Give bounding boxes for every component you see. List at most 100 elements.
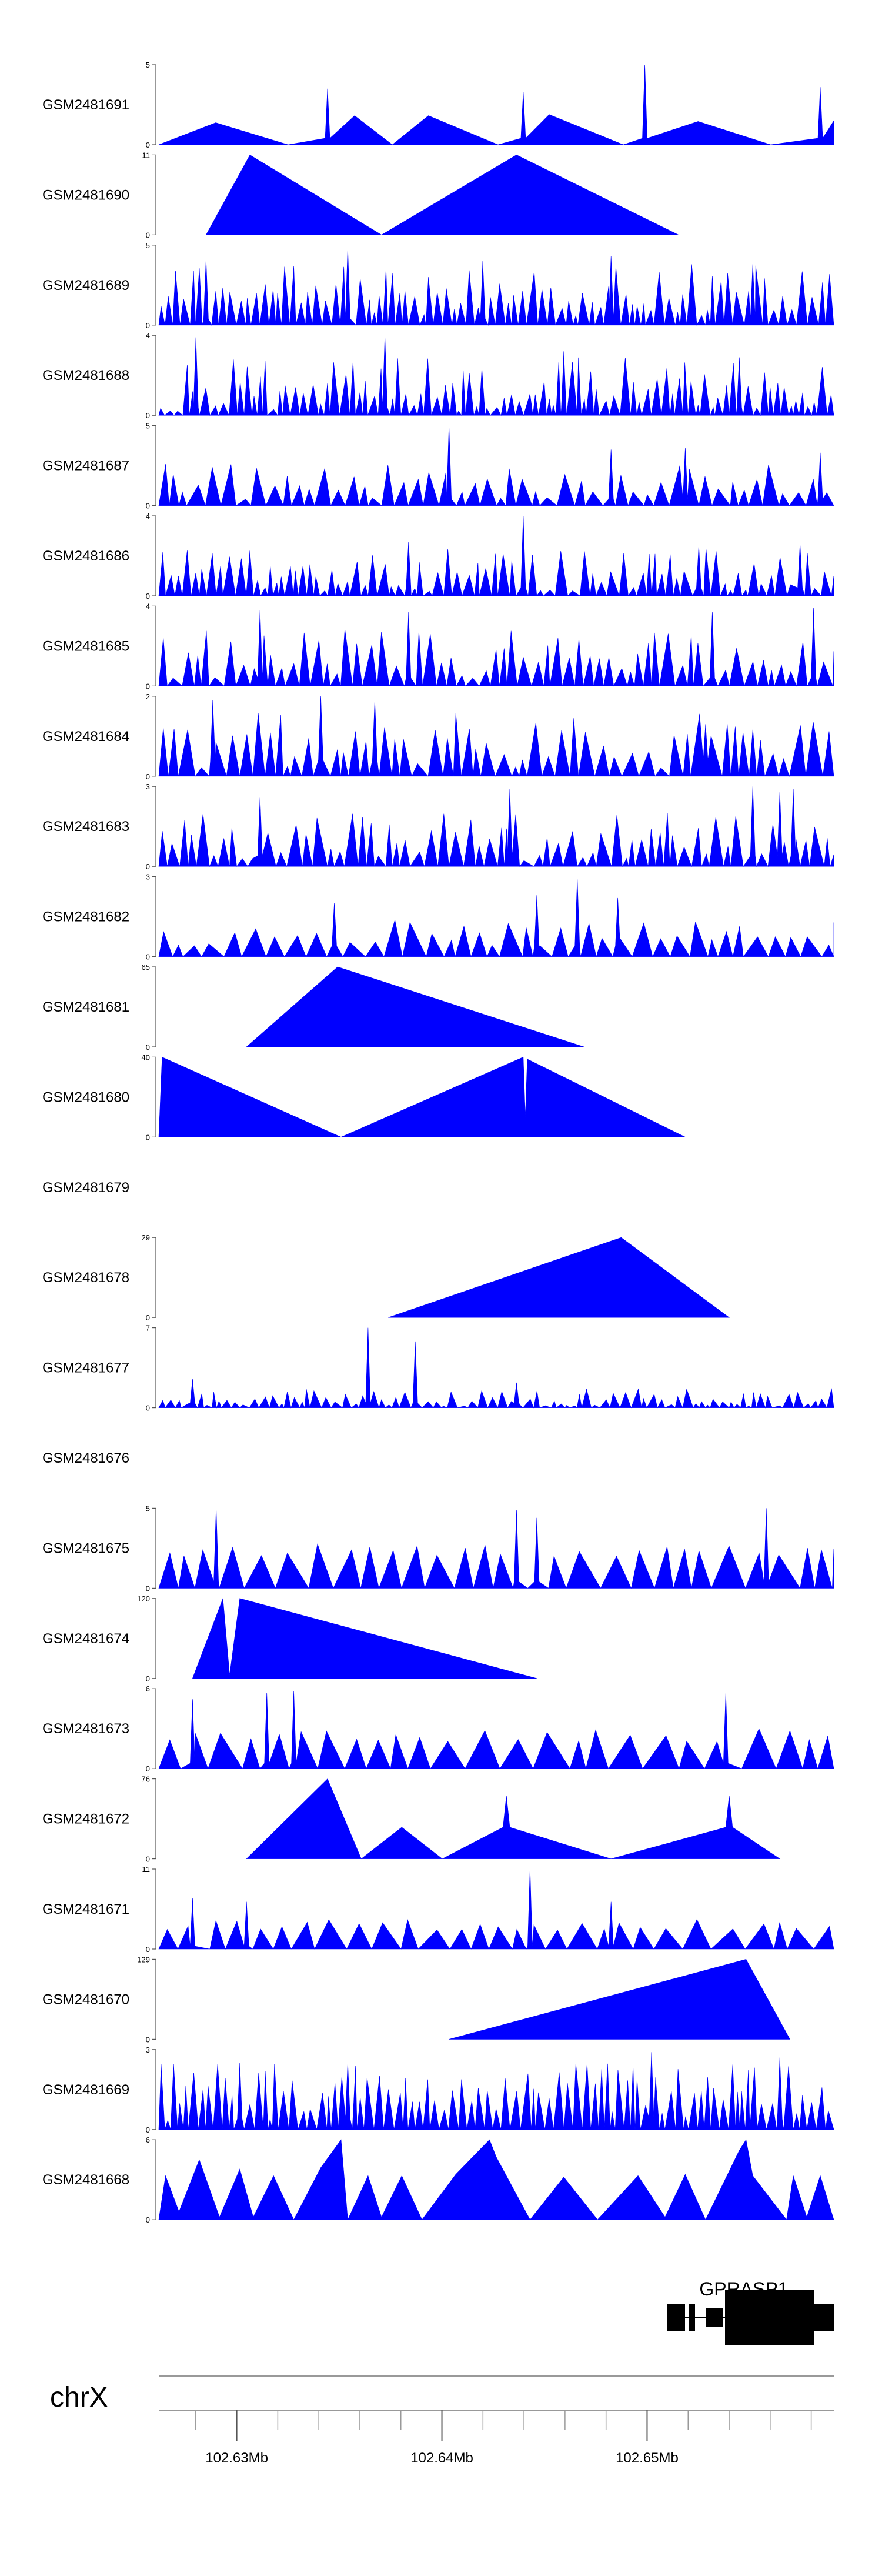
y-max-label: 4 <box>146 331 150 340</box>
track-label: GSM2481678 <box>42 1270 129 1286</box>
y-min-label: 0 <box>146 1313 150 1322</box>
coverage-area <box>158 1056 686 1137</box>
y-max-label: 4 <box>146 602 150 610</box>
track-GSM2481668: GSM2481668 6 0 <box>42 2135 834 2224</box>
track-GSM2481673: GSM2481673 6 0 <box>42 1684 834 1773</box>
y-max-label: 5 <box>146 422 150 431</box>
coverage-area <box>158 786 834 867</box>
track-label: GSM2481672 <box>42 1811 129 1827</box>
coverage-area <box>158 425 834 506</box>
gene-exon <box>689 2304 695 2331</box>
y-max-label: 3 <box>146 782 150 791</box>
track-label: GSM2481686 <box>42 548 129 564</box>
track-GSM2481669: GSM2481669 3 0 <box>42 2046 834 2134</box>
y-max-label: 120 <box>137 1594 150 1603</box>
genome-axis: chrX 102.63Mb 102.64Mb 102.65Mb <box>50 2375 834 2466</box>
track-label: GSM2481690 <box>42 187 129 203</box>
track-GSM2481681: GSM2481681 65 0 <box>42 963 584 1052</box>
track-GSM2481691: GSM2481691 5 0 <box>42 61 834 149</box>
y-min-label: 0 <box>146 1945 150 1954</box>
y-min-label: 0 <box>146 682 150 690</box>
y-min-label: 0 <box>146 1133 150 1142</box>
y-min-label: 0 <box>146 141 150 149</box>
gene-track: GPRASP1 <box>667 2278 834 2345</box>
track-GSM2481684: GSM2481684 2 0 <box>42 692 834 781</box>
track-GSM2481685: GSM2481685 4 0 <box>42 602 834 690</box>
y-max-label: 11 <box>142 1865 151 1874</box>
track-GSM2481688: GSM2481688 4 0 <box>42 331 834 420</box>
track-label: GSM2481671 <box>42 1901 129 1917</box>
gene-cds <box>725 2290 814 2345</box>
track-GSM2481671: GSM2481671 11 0 <box>42 1865 834 1954</box>
track-GSM2481682: GSM2481682 3 0 <box>42 873 834 962</box>
track-label: GSM2481676 <box>42 1450 129 1466</box>
y-max-label: 40 <box>142 1053 150 1062</box>
y-min-label: 0 <box>146 1584 150 1593</box>
y-min-label: 0 <box>146 2035 150 2044</box>
y-max-label: 4 <box>146 512 150 520</box>
track-GSM2481676: GSM2481676 <box>42 1450 129 1466</box>
coverage-area <box>192 1598 537 1679</box>
y-max-label: 29 <box>142 1233 150 1242</box>
track-GSM2481690: GSM2481690 11 0 <box>42 151 679 239</box>
track-GSM2481678: GSM2481678 29 0 <box>42 1233 730 1322</box>
track-label: GSM2481675 <box>42 1540 129 1556</box>
y-min-label: 0 <box>146 2215 150 2224</box>
track-label: GSM2481684 <box>42 729 129 745</box>
y-max-label: 5 <box>146 241 150 250</box>
y-max-label: 7 <box>146 1324 150 1333</box>
track-GSM2481672: GSM2481672 76 0 <box>42 1775 781 1864</box>
y-min-label: 0 <box>146 1404 150 1413</box>
track-label: GSM2481685 <box>42 638 129 654</box>
y-max-label: 129 <box>137 1955 150 1964</box>
y-max-label: 3 <box>146 873 150 882</box>
coverage-area <box>158 2139 834 2221</box>
track-GSM2481674: GSM2481674 120 0 <box>42 1594 537 1683</box>
coverage-area <box>158 1868 834 1950</box>
y-min-label: 0 <box>146 411 150 420</box>
y-max-label: 2 <box>146 692 150 701</box>
track-label: GSM2481677 <box>42 1360 129 1376</box>
y-min-label: 0 <box>146 2125 150 2134</box>
y-max-label: 11 <box>142 151 151 159</box>
coverage-tracks: GSM248169150GSM2481690110GSM248168950GSM… <box>42 61 834 2224</box>
y-max-label: 5 <box>146 61 150 69</box>
track-label: GSM2481689 <box>42 278 129 293</box>
y-max-label: 76 <box>142 1775 150 1784</box>
y-min-label: 0 <box>146 953 150 962</box>
track-label: GSM2481680 <box>42 1089 129 1105</box>
track-GSM2481670: GSM2481670 129 0 <box>42 1955 790 2044</box>
track-label: GSM2481669 <box>42 2082 129 2098</box>
coverage-area <box>449 1959 790 2040</box>
y-min-label: 0 <box>146 1674 150 1683</box>
y-max-label: 65 <box>142 963 150 972</box>
track-label: GSM2481691 <box>42 97 129 113</box>
track-label: GSM2481679 <box>42 1180 129 1196</box>
track-label: GSM2481683 <box>42 819 129 835</box>
y-max-label: 6 <box>146 1684 150 1693</box>
coverage-area <box>158 515 834 597</box>
track-GSM2481687: GSM2481687 5 0 <box>42 422 834 510</box>
y-min-label: 0 <box>146 1764 150 1773</box>
track-label: GSM2481673 <box>42 1721 129 1737</box>
gene-exon <box>667 2304 685 2331</box>
track-GSM2481677: GSM2481677 7 0 <box>42 1324 834 1413</box>
coverage-area <box>158 608 834 687</box>
track-label: GSM2481670 <box>42 1991 129 2007</box>
track-label: GSM2481682 <box>42 909 129 925</box>
y-min-label: 0 <box>146 1855 150 1864</box>
y-min-label: 0 <box>146 772 150 781</box>
gene-exon <box>706 2308 723 2327</box>
track-GSM2481680: GSM2481680 40 0 <box>42 1053 686 1142</box>
y-min-label: 0 <box>146 1043 150 1052</box>
coverage-area <box>158 696 834 777</box>
coverage-area <box>158 1508 834 1589</box>
coverage-area <box>158 1691 834 1770</box>
track-label: GSM2481668 <box>42 2172 129 2188</box>
coverage-area <box>158 248 834 326</box>
track-GSM2481686: GSM2481686 4 0 <box>42 512 834 600</box>
y-min-label: 0 <box>146 862 150 871</box>
track-label: GSM2481688 <box>42 368 129 383</box>
track-GSM2481689: GSM2481689 5 0 <box>42 241 834 330</box>
coverage-area <box>205 154 679 235</box>
